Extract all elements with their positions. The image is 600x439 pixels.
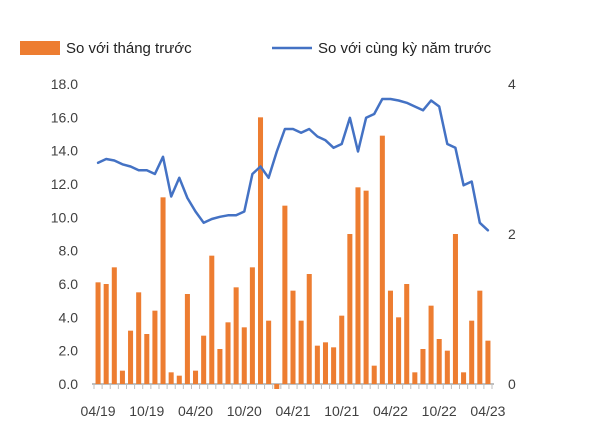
y-tick-label: 4.0 [59, 309, 79, 325]
legend-label-bar: So với tháng trước [66, 40, 192, 57]
bar [387, 290, 393, 384]
axis-layer: 0.0 2.0 4.0 6.0 8.0 10.0 12.0 14.0 16.0 18.0 0 2 4 04… [51, 76, 516, 419]
x-tick-label: 10/22 [422, 403, 457, 419]
legend-label-line: So với cùng kỳ năm trước [318, 40, 492, 57]
bar [379, 135, 385, 384]
y-tick-label: 16.0 [51, 109, 78, 125]
y-tick-label: 2.0 [59, 343, 79, 359]
bar [201, 335, 207, 384]
bar [168, 372, 174, 384]
line-series-path [96, 97, 490, 232]
bar [314, 345, 320, 384]
x-tick-label: 10/20 [227, 403, 262, 419]
bar [331, 347, 337, 384]
bar [477, 290, 483, 384]
legend: So với tháng trước So với cùng kỳ năm tr… [20, 40, 492, 57]
bar [420, 349, 426, 384]
legend-swatch-bar [20, 41, 60, 55]
bar [469, 320, 475, 384]
y-tick-label: 6.0 [59, 276, 79, 292]
bar [111, 267, 117, 384]
bar [363, 190, 369, 384]
y-tick-label: 10.0 [51, 209, 78, 225]
x-tick-label: 04/20 [178, 403, 213, 419]
bar [209, 255, 215, 384]
bar [485, 340, 491, 384]
bar [339, 315, 345, 384]
y-tick-label: 12.0 [51, 176, 78, 192]
bar [193, 370, 199, 384]
bar [355, 187, 361, 384]
bar-series [95, 117, 491, 389]
y2-tick-label: 2 [508, 226, 516, 242]
bar [396, 317, 402, 384]
x-tick-label: 04/23 [470, 403, 505, 419]
bar [322, 342, 329, 384]
x-tick-label: 10/21 [324, 403, 359, 419]
y-tick-label: 14.0 [51, 143, 78, 159]
bar [233, 287, 239, 384]
y2-tick-label: 4 [508, 76, 516, 92]
bar [119, 370, 125, 384]
x-tick-label: 04/22 [373, 403, 408, 419]
bar [241, 327, 247, 384]
bar [290, 290, 296, 384]
bar [436, 339, 442, 384]
bar [452, 234, 458, 384]
x-tick-label: 04/21 [275, 403, 310, 419]
bar [412, 372, 418, 384]
bar [225, 322, 231, 384]
y-tick-label: 18.0 [51, 76, 78, 92]
bar [95, 282, 101, 384]
bar [306, 274, 312, 384]
bar [444, 350, 450, 384]
bar [461, 372, 467, 384]
y-tick-label: 8.0 [59, 243, 79, 259]
y-tick-label: 0.0 [59, 376, 79, 392]
line-series [96, 97, 490, 232]
bar [282, 205, 288, 384]
bar [152, 310, 158, 384]
bar [257, 117, 264, 384]
bar [274, 384, 280, 389]
bar [128, 330, 134, 384]
bar [404, 284, 410, 384]
bar [103, 284, 109, 384]
bar [217, 349, 223, 384]
bar [298, 320, 304, 384]
bar [347, 234, 353, 384]
x-tick-label: 10/19 [129, 403, 164, 419]
y2-tick-label: 0 [508, 376, 516, 392]
bar [144, 334, 150, 384]
bar [176, 375, 182, 384]
bar [184, 294, 190, 384]
bar [136, 292, 142, 384]
bar [371, 365, 377, 384]
bar [160, 197, 166, 384]
bar [249, 267, 255, 384]
bar [266, 320, 272, 384]
bar [428, 305, 434, 384]
x-tick-label: 04/19 [81, 403, 116, 419]
